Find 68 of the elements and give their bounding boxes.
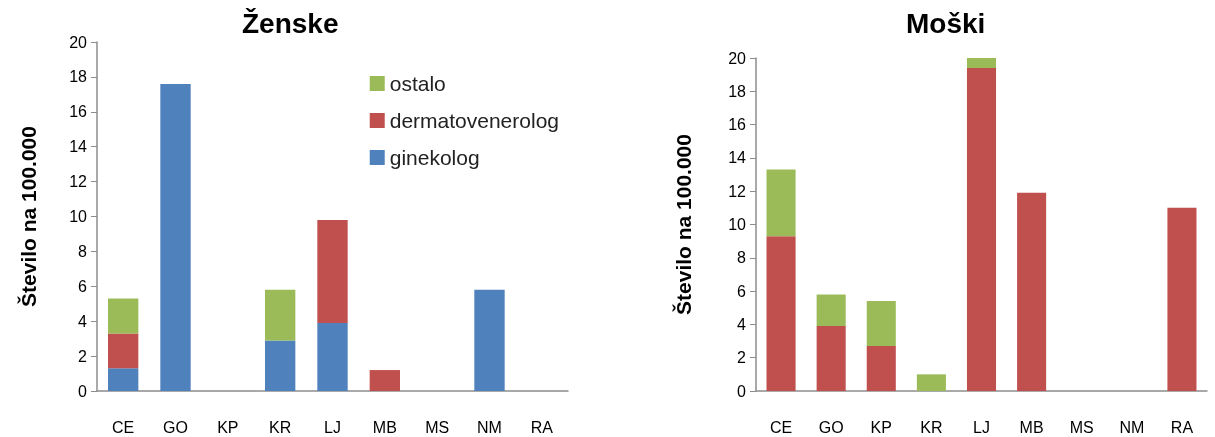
- y-tick-label: 20: [69, 33, 88, 51]
- x-tick-label: RA: [1170, 418, 1194, 436]
- bar: [317, 219, 348, 323]
- y-axis-title: Število na 100.000: [17, 126, 40, 307]
- x-tick-label: KR: [920, 418, 943, 436]
- x-tick-label: CE: [769, 418, 793, 436]
- y-tick-label: 12: [69, 173, 88, 191]
- y-axis-title: Število na 100.000: [672, 134, 695, 315]
- bar: [1167, 207, 1197, 391]
- y-tick-label: 8: [737, 249, 747, 267]
- bar: [916, 374, 946, 391]
- y-tick-label: 4: [737, 315, 747, 333]
- y-tick-label: 14: [728, 149, 747, 167]
- bar: [264, 340, 296, 391]
- x-tick-label: CE: [112, 418, 135, 436]
- x-tick-label: GO: [163, 418, 188, 436]
- bar: [866, 346, 896, 391]
- x-tick-label: LJ: [324, 418, 341, 436]
- y-tick-label: 4: [78, 312, 88, 330]
- x-tick-label: KP: [217, 418, 239, 436]
- y-tick-label: 18: [728, 82, 747, 100]
- bar: [317, 322, 348, 391]
- bar: [474, 289, 505, 391]
- chart-title: Ženske: [242, 7, 339, 39]
- x-tick-label: RA: [530, 418, 554, 436]
- y-tick-label: 14: [69, 138, 88, 156]
- x-tick-label: MB: [1019, 418, 1044, 436]
- bar: [766, 169, 796, 237]
- y-tick-label: 6: [737, 282, 747, 300]
- y-tick-label: 20: [728, 49, 747, 67]
- bar: [107, 368, 139, 391]
- legend-label: ostalo: [389, 72, 446, 95]
- legend-label: dermatovenerolog: [389, 109, 560, 132]
- bar: [264, 289, 296, 341]
- x-tick-label: MS: [1069, 418, 1094, 436]
- bar: [107, 298, 139, 334]
- legend-label: ginekolog: [389, 146, 480, 169]
- y-tick-label: 8: [78, 242, 88, 260]
- y-tick-label: 0: [737, 382, 747, 400]
- y-tick-label: 2: [78, 347, 88, 365]
- bar: [866, 301, 896, 347]
- bar: [966, 58, 997, 68]
- x-tick-label: KP: [870, 418, 892, 436]
- y-tick-label: 2: [737, 349, 747, 367]
- x-tick-label: MS: [425, 418, 450, 436]
- x-tick-label: NM: [477, 418, 502, 436]
- bar: [369, 370, 401, 391]
- bar: [816, 294, 846, 327]
- bar: [766, 236, 796, 391]
- y-tick-label: 10: [69, 208, 88, 225]
- bar: [966, 67, 997, 391]
- x-tick-label: GO: [818, 418, 844, 436]
- bar: [107, 333, 139, 369]
- y-tick-label: 16: [69, 103, 88, 121]
- y-tick-label: 16: [728, 116, 747, 134]
- y-tick-label: 10: [728, 216, 747, 233]
- chart-title: Moški: [906, 7, 986, 39]
- y-tick-label: 6: [78, 277, 88, 295]
- y-tick-label: 12: [728, 182, 747, 200]
- bar: [1017, 192, 1047, 391]
- bar: [160, 83, 191, 391]
- x-tick-label: MB: [372, 418, 397, 436]
- bar: [816, 326, 846, 391]
- x-tick-label: KR: [269, 418, 292, 436]
- x-tick-label: LJ: [973, 418, 990, 436]
- y-tick-label: 0: [78, 382, 88, 400]
- y-tick-label: 18: [69, 68, 88, 86]
- x-tick-label: NM: [1119, 418, 1145, 436]
